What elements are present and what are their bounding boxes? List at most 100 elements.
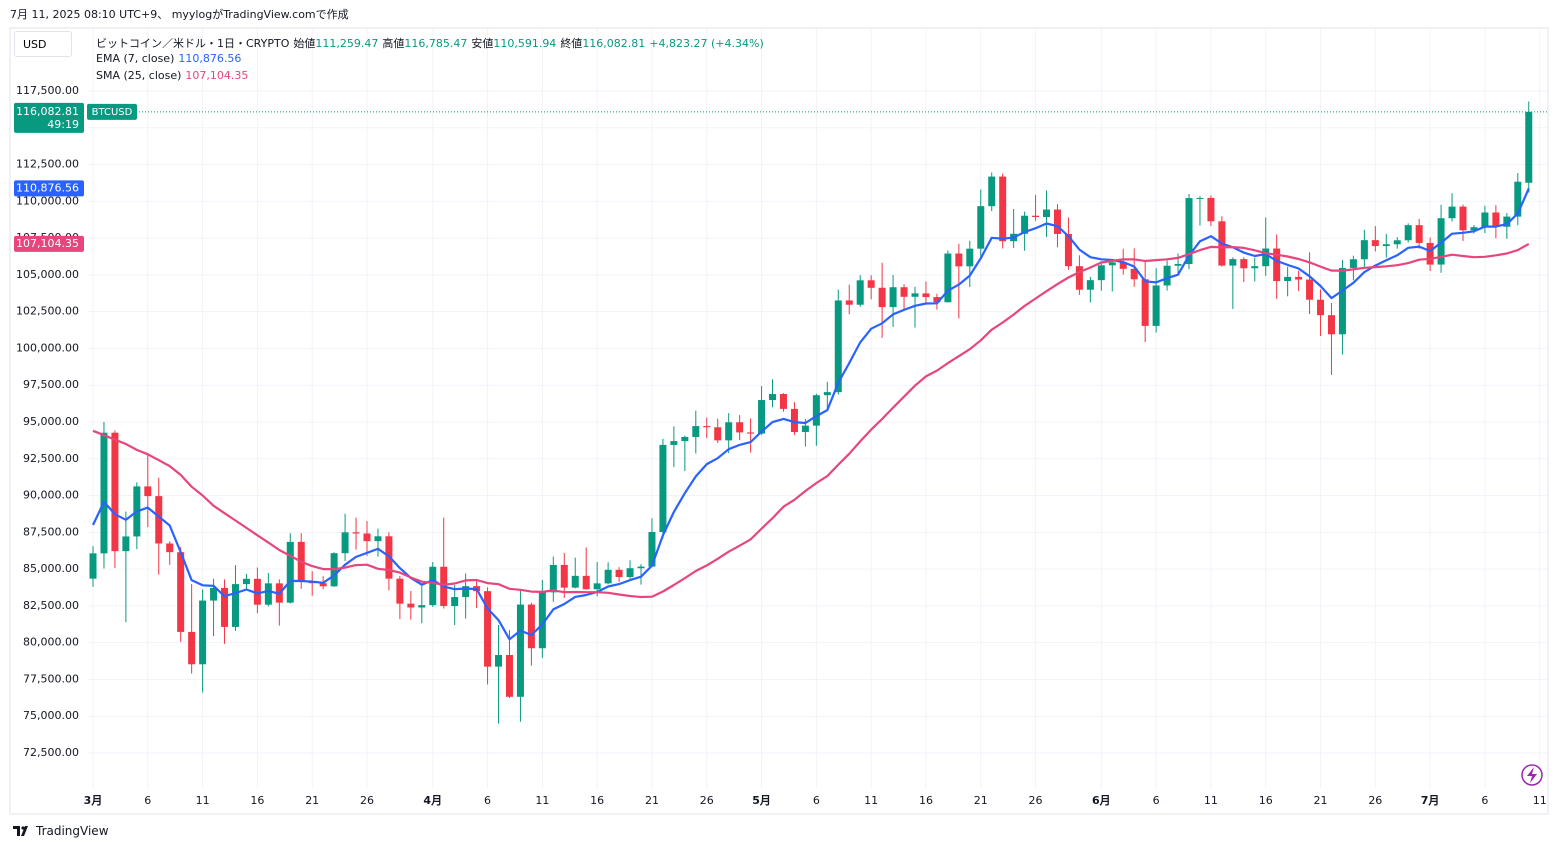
candle-body [1415, 225, 1423, 243]
caption: 7月 11, 2025 08:10 UTC+9、 myylogがTradingV… [10, 8, 349, 21]
candle-body [221, 587, 229, 627]
candle-body [1514, 181, 1522, 217]
candle-body [111, 432, 119, 552]
indicator-value: 110,876.56 [178, 52, 242, 65]
last-price-label: 116,082.81 [16, 105, 79, 118]
candle-body [867, 280, 875, 288]
x-tick-label: 11 [864, 794, 878, 807]
candle-body [670, 441, 678, 445]
candle-body [659, 444, 667, 533]
candle-body [374, 536, 382, 542]
candle-body [944, 253, 952, 303]
candle-body [615, 569, 623, 578]
ohlc-value: 110,591.94 [493, 37, 557, 50]
x-tick-label: 26 [1368, 794, 1382, 807]
change-value: +4,823.27 (+4.34%) [649, 37, 764, 50]
x-tick-label: 6 [1481, 794, 1488, 807]
candle-body [177, 552, 185, 632]
candle-body [878, 287, 886, 308]
indicator-name: SMA (25, close) [96, 69, 182, 82]
candle-body [1262, 248, 1270, 267]
indicator-legend-row: SMA (25, close) 107,104.35 [96, 69, 252, 86]
candle-body [1152, 285, 1160, 326]
last-price-box [14, 102, 84, 133]
candle-body [823, 392, 831, 396]
x-tick-label: 6 [144, 794, 151, 807]
candle-body [429, 566, 437, 606]
candle-body [560, 564, 568, 588]
y-tick-label: 82,500.00 [23, 599, 79, 612]
candle-body [1459, 206, 1467, 231]
candle-body [264, 583, 272, 605]
y-tick-label: 75,000.00 [23, 709, 79, 722]
candle-body [1371, 240, 1379, 247]
candle-body [1273, 248, 1281, 282]
candle-body [538, 592, 546, 649]
x-tick-label: 16 [250, 794, 264, 807]
y-tick-label: 90,000.00 [23, 489, 79, 502]
candle-body [166, 543, 174, 553]
candle-body [812, 395, 820, 426]
candle-body [582, 575, 590, 590]
candle-body [714, 427, 722, 441]
plot [89, 101, 1533, 724]
candle-body [1481, 212, 1489, 228]
x-tick-label: 11 [1204, 794, 1218, 807]
y-tick-label: 102,500.00 [16, 305, 79, 318]
candle-body [188, 631, 196, 665]
ohlc-label: 安値 [471, 37, 494, 50]
x-tick-label: 26 [1029, 794, 1043, 807]
candle-body [1163, 265, 1171, 286]
indicator-legend: EMA (7, close) 110,876.56 SMA (25, close) 1… [96, 52, 252, 86]
candle-body [703, 426, 711, 428]
candle-body [637, 566, 645, 569]
candle-body [516, 604, 524, 697]
currency-button[interactable]: USD [14, 31, 72, 57]
candle-body [122, 536, 130, 552]
candle-body [484, 591, 492, 667]
candle-body [790, 408, 798, 432]
x-tick-label: 7月 [1421, 794, 1440, 807]
candle-body [451, 597, 459, 607]
candle-body [505, 655, 513, 697]
candle-body [834, 300, 842, 393]
y-tick-label: 100,000.00 [16, 341, 79, 354]
indicator-name: EMA (7, close) [96, 52, 175, 65]
candle-body [856, 280, 864, 305]
candle-body [1251, 266, 1259, 269]
ohlc-value: 111,259.47 [315, 37, 379, 50]
candle-body [1240, 259, 1248, 269]
x-tick-label: 5月 [752, 794, 771, 807]
candle-body [363, 533, 371, 542]
candle-body [1306, 279, 1314, 300]
x-tick-label: 26 [700, 794, 714, 807]
symbol-tag: BTCUSD [92, 107, 133, 118]
x-tick-label: 21 [974, 794, 988, 807]
y-tick-label: 80,000.00 [23, 636, 79, 649]
candle-body [758, 400, 766, 434]
lightning-button[interactable] [1521, 764, 1543, 786]
candle-body [341, 532, 349, 554]
candle-body [1196, 197, 1204, 199]
ohlc-value: 116,082.81 [582, 37, 646, 50]
y-tick-label: 97,500.00 [23, 378, 79, 391]
indicator-price-label: 110,876.56 [16, 181, 79, 194]
candle-body [319, 583, 327, 587]
candle-body [747, 432, 755, 434]
candle-body [1032, 215, 1040, 218]
candle-body [155, 496, 163, 544]
y-tick-label: 105,000.00 [16, 268, 79, 281]
candle-body [1053, 209, 1061, 234]
y-tick-label: 92,500.00 [23, 452, 79, 465]
candle-body [418, 605, 426, 608]
candle-body [527, 604, 535, 649]
candle-body [801, 425, 809, 432]
candle-body [1525, 111, 1533, 183]
candle-body [1207, 197, 1215, 222]
x-tick-label: 21 [645, 794, 659, 807]
x-tick-label: 11 [196, 794, 210, 807]
candle-body [352, 532, 360, 534]
candle-body [889, 287, 897, 308]
candle-body [1119, 262, 1127, 269]
